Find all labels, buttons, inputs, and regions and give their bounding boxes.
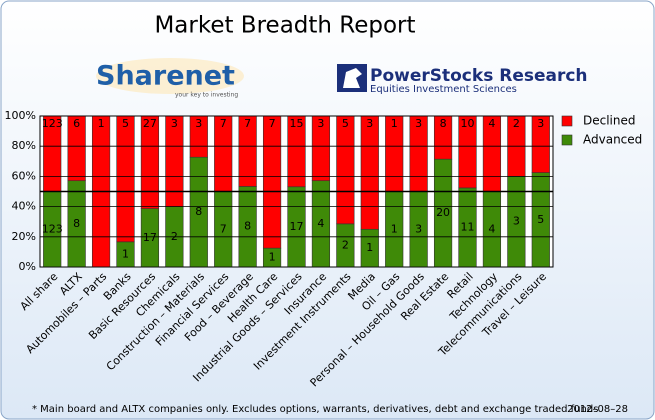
logo-text: PowerStocks Research — [370, 66, 588, 86]
y-tick-label: 20% — [12, 230, 36, 243]
value-label: 123 — [42, 117, 63, 130]
value-label: 8 — [244, 220, 251, 233]
logo-knight — [343, 68, 362, 88]
value-label: 6 — [73, 117, 80, 130]
y-tick-label: 100% — [5, 109, 36, 122]
value-label: 20 — [436, 206, 450, 219]
value-label: 8 — [440, 117, 447, 130]
value-label: 1 — [391, 222, 398, 235]
value-label: 2 — [342, 238, 349, 251]
value-label: 10 — [461, 117, 475, 130]
value-label: 17 — [143, 231, 157, 244]
value-label: 3 — [317, 117, 324, 130]
value-label: 7 — [269, 117, 276, 130]
value-label: 4 — [488, 117, 495, 130]
sharenet-logo: Sharenet your key to investing — [96, 58, 244, 99]
value-label: 11 — [461, 220, 475, 233]
logo-text: Sharenet — [96, 61, 235, 92]
value-label: 1 — [391, 117, 398, 130]
legend-label: Declined — [583, 114, 636, 128]
bar-segment — [336, 115, 355, 225]
value-label: 2 — [513, 117, 520, 130]
chart-title: Market Breadth Report — [154, 13, 415, 39]
logo-tagline: your key to investing — [175, 92, 238, 99]
value-label: 3 — [513, 215, 520, 228]
y-tick-label: 0% — [19, 260, 36, 273]
value-label: 2 — [171, 230, 178, 243]
footnote: * Main board and ALTX companies only. Ex… — [32, 404, 598, 415]
value-label: 5 — [342, 117, 349, 130]
value-label: 3 — [171, 117, 178, 130]
legend-swatch — [561, 134, 573, 146]
value-label: 3 — [537, 117, 544, 130]
value-label: 1 — [98, 117, 105, 130]
value-label: 8 — [73, 217, 80, 230]
value-label: 3 — [415, 117, 422, 130]
legend-label: Advanced — [583, 133, 642, 147]
powerstocks-logo: PowerStocks Research Equities Investment… — [337, 64, 588, 95]
bar-segment — [262, 115, 282, 249]
y-tick-label: 60% — [12, 169, 36, 182]
value-label: 1 — [366, 241, 373, 254]
value-label: 7 — [220, 117, 227, 130]
value-label: 123 — [42, 222, 63, 235]
value-label: 15 — [290, 117, 304, 130]
value-label: 7 — [244, 117, 251, 130]
value-label: 3 — [366, 117, 373, 130]
value-label: 5 — [122, 117, 129, 130]
bar-segment — [116, 115, 135, 243]
y-tick-label: 80% — [12, 139, 36, 152]
logo-swoosh — [96, 58, 244, 94]
bar-segment — [360, 115, 379, 230]
logo-tagline: Equities Investment Sciences — [370, 84, 517, 95]
value-label: 8 — [195, 205, 202, 218]
value-label: 17 — [290, 220, 304, 233]
y-tick-label: 40% — [12, 200, 36, 213]
value-label: 3 — [195, 117, 202, 130]
value-label: 7 — [220, 222, 227, 235]
value-label: 5 — [537, 213, 544, 226]
legend-swatch — [561, 115, 573, 127]
value-label: 1 — [269, 251, 276, 264]
date: 2012–08–28 — [567, 404, 628, 415]
value-label: 4 — [488, 222, 495, 235]
value-label: 27 — [143, 117, 157, 130]
value-label: 4 — [317, 217, 324, 230]
value-label: 3 — [415, 222, 422, 235]
value-label: 1 — [122, 247, 129, 260]
